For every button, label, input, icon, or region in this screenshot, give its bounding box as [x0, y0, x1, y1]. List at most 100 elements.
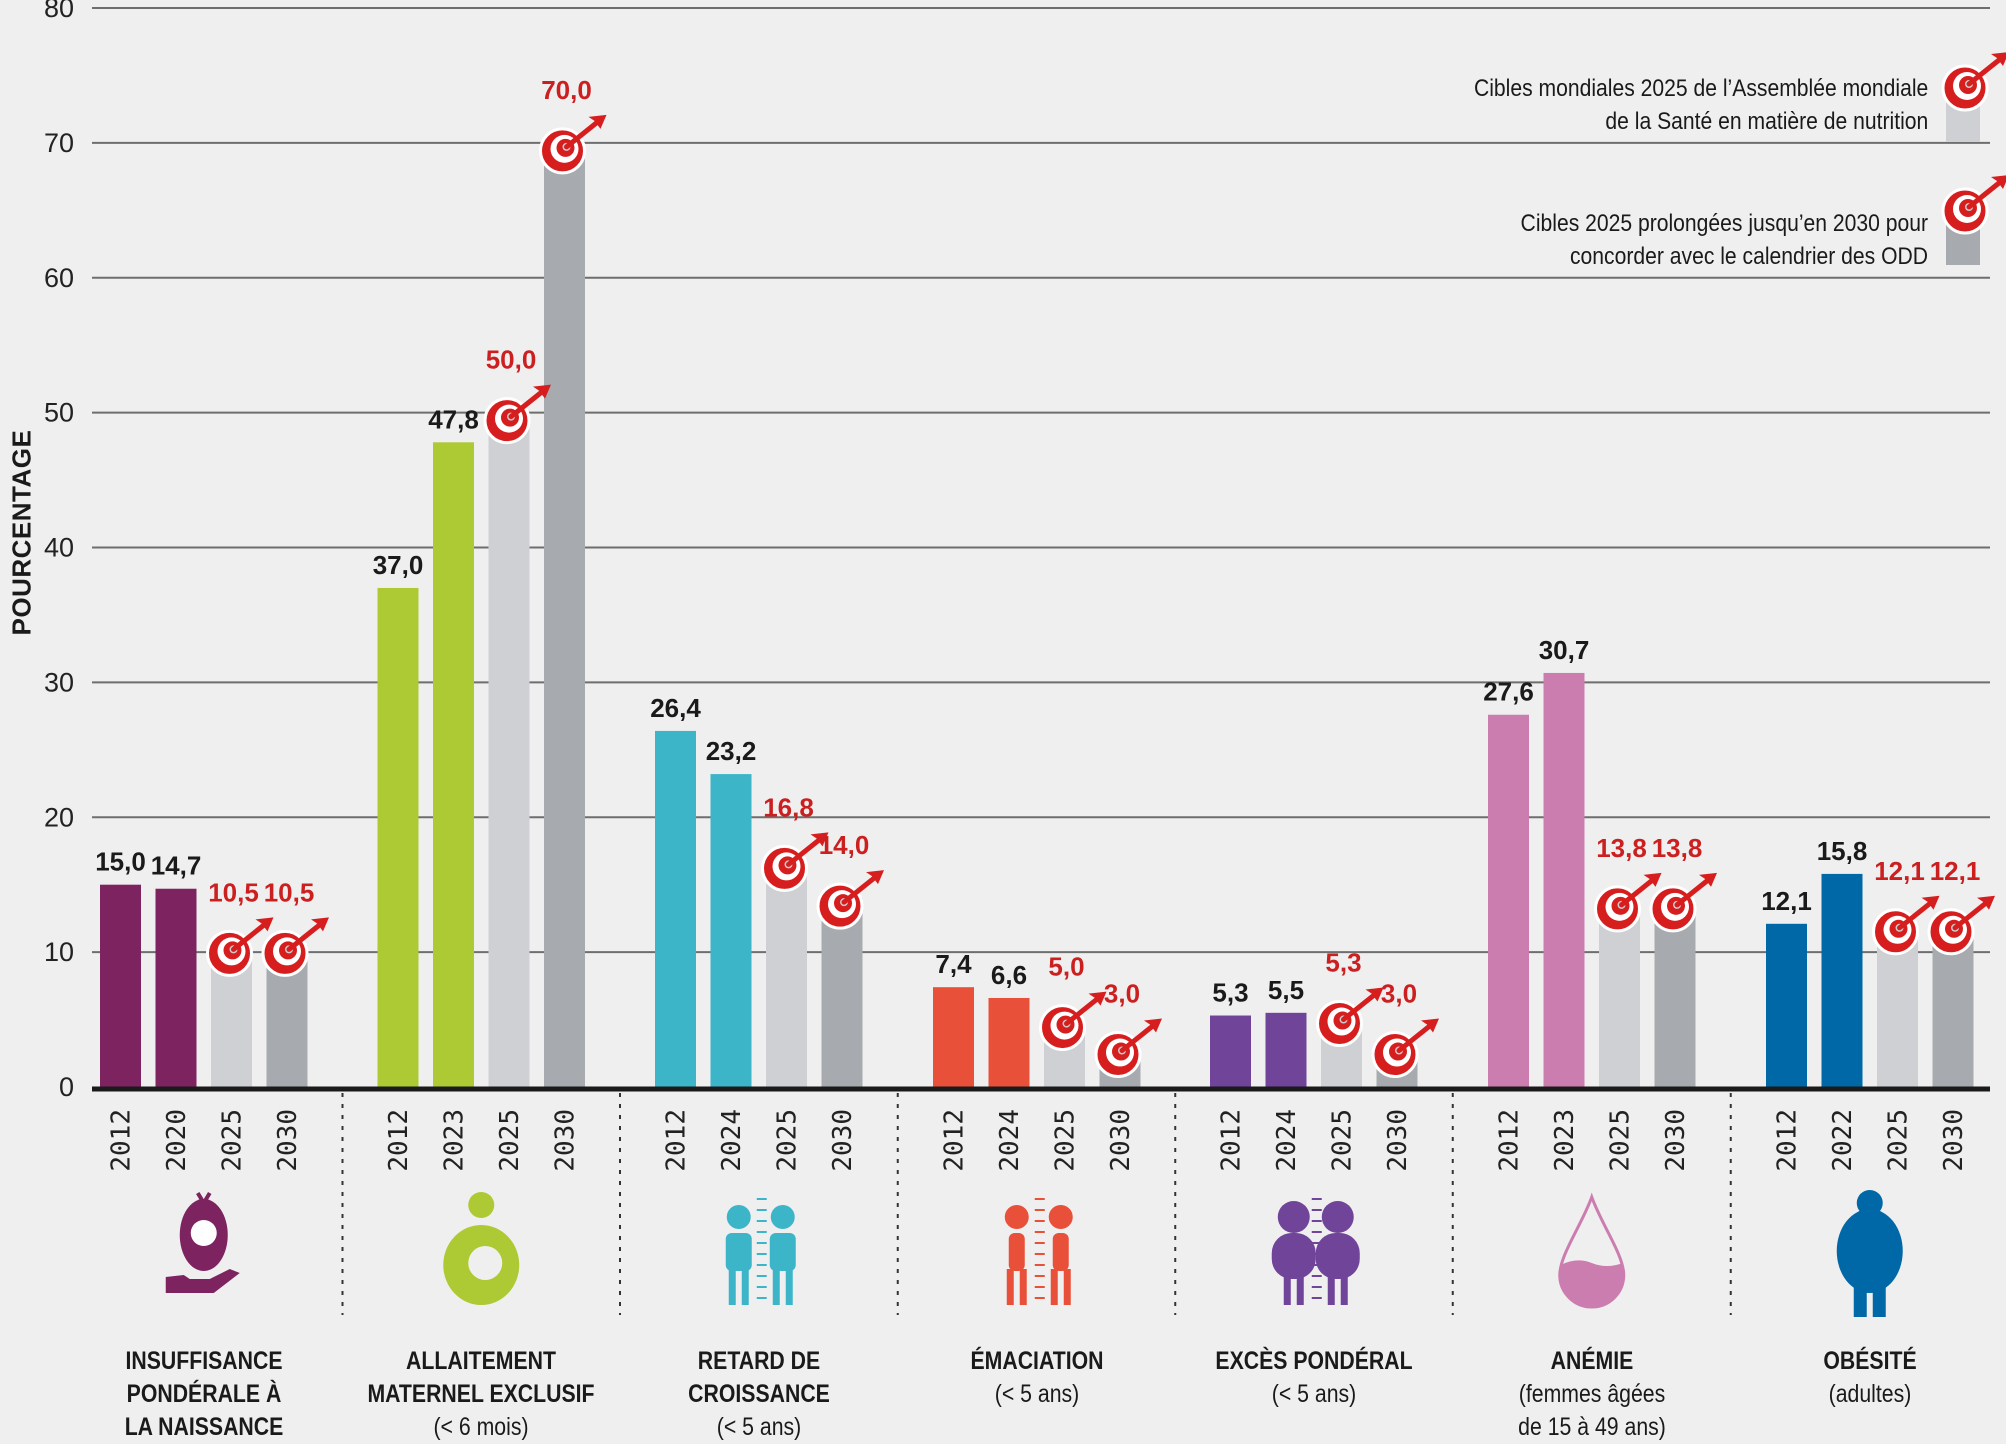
icon-shape [1019, 1269, 1027, 1305]
icon-shape [1006, 1269, 1014, 1305]
category-title: ÉMACIATION [970, 1347, 1104, 1375]
dart-fletching [533, 384, 551, 399]
bar-target_2030 [821, 898, 863, 1087]
target-value-label: 5,3 [1325, 948, 1361, 978]
category-title: OBÉSITÉ [1823, 1347, 1917, 1375]
target-value-label: 12,1 [1874, 856, 1925, 886]
target-value-label: 14,0 [819, 830, 870, 860]
category-title: CROISSANCE [687, 1380, 830, 1408]
year-label: 2030 [1106, 1109, 1136, 1172]
dart-fletching [311, 917, 329, 932]
icon-shape [1063, 1269, 1071, 1305]
dart-fletching [1699, 872, 1717, 887]
y-tick-label: 50 [44, 398, 74, 428]
legend-text-line: de la Santé en matière de nutrition [1605, 108, 1928, 135]
year-label: 2012 [107, 1109, 137, 1172]
target-value-label: 10,5 [208, 877, 259, 907]
dart-shaft [1966, 57, 2002, 87]
year-label: 2030 [828, 1109, 858, 1172]
gridlines [92, 7, 1990, 954]
icon-shape [1004, 1205, 1029, 1229]
legend-text-line: Cibles mondiales 2025 de l’Assemblée mon… [1473, 75, 1928, 102]
target-dart-icon [816, 870, 884, 930]
value-label: 15,0 [95, 847, 146, 877]
dart-fletching [1991, 52, 2006, 66]
category-label: ÉMACIATION (< 5 ans) [922, 1345, 1152, 1411]
icon-shape [1340, 1269, 1348, 1305]
dart-fletching [810, 832, 829, 847]
year-label: 2012 [384, 1109, 414, 1172]
icon-shape [726, 1205, 751, 1229]
y-axis-ticks: 0 10 20 30 40 50 60 70 80 [44, 0, 74, 1102]
legend-item-target-2030: Cibles 2025 prolongées jusqu’en 2030 pou… [1521, 207, 1928, 273]
category-subtitle: (< 5 ans) [1271, 1380, 1356, 1408]
icon-shape [1853, 1283, 1867, 1317]
target-value-label: 3,0 [1104, 979, 1140, 1009]
value-label: 12,1 [1761, 886, 1812, 916]
bar-actual [655, 730, 696, 1087]
target-dart-icon [1872, 895, 1940, 956]
target-dart-icon [761, 832, 829, 892]
y-axis-label: POURCENTAGE [6, 429, 37, 636]
year-label: 2022 [1828, 1109, 1858, 1172]
icon-shape [1856, 1190, 1883, 1216]
target-value-label: 13,8 [1652, 833, 1703, 863]
bar-target_2025 [766, 860, 807, 1087]
year-label: 2012 [662, 1109, 692, 1172]
category-title: INSUFFISANCE [125, 1347, 283, 1375]
year-label: 2025 [1328, 1109, 1358, 1172]
category-label: ALLAITEMENT MATERNEL EXCLUSIF (< 6 mois) [367, 1345, 597, 1444]
dart-shaft [1674, 878, 1710, 908]
year-label: 2024 [1272, 1109, 1302, 1172]
bar-actual [155, 888, 197, 1087]
dart-shaft [1897, 901, 1932, 931]
y-tick-label: 70 [44, 128, 74, 158]
target-value-label: 50,0 [486, 345, 537, 375]
category-subtitle: (< 6 mois) [433, 1413, 529, 1441]
dart-shaft [564, 120, 599, 150]
icon-shape [468, 1192, 495, 1218]
dart-shaft [1119, 1024, 1155, 1054]
year-label: 2025 [218, 1109, 248, 1172]
icon-shape [1296, 1269, 1304, 1305]
y-tick-label: 0 [59, 1072, 74, 1102]
category-subtitle: (< 5 ans) [994, 1380, 1079, 1408]
dart-shaft [1341, 993, 1376, 1023]
year-label: 2030 [1383, 1109, 1413, 1172]
year-label: 2025 [773, 1109, 803, 1172]
dart-shaft [1966, 180, 2002, 210]
value-label: 27,6 [1483, 677, 1534, 707]
dart-fletching [1421, 1018, 1439, 1033]
category-title: ALLAITEMENT [406, 1347, 557, 1375]
year-label: 2023 [1550, 1109, 1580, 1172]
icon-shape [772, 1269, 780, 1305]
target-value-label: 12,1 [1930, 856, 1981, 886]
bar-actual [988, 997, 1030, 1087]
icon-shape [1283, 1269, 1291, 1305]
icon-shape [1872, 1283, 1886, 1317]
category-title: MATERNEL EXCLUSIF [367, 1380, 595, 1408]
value-label: 7,4 [935, 949, 972, 979]
category-subtitle: de 15 à 49 ans) [1517, 1413, 1666, 1441]
year-label: 2024 [995, 1109, 1025, 1172]
value-label: 47,8 [428, 404, 479, 434]
category-title: LA NAISSANCE [124, 1413, 284, 1441]
dart-shaft [786, 837, 821, 867]
y-tick-label: 80 [44, 0, 74, 23]
bar-actual [1821, 873, 1863, 1087]
dart-shaft [1064, 997, 1099, 1027]
dart-shaft [1619, 878, 1654, 908]
bar-actual [1488, 714, 1529, 1087]
year-label: 2012 [1773, 1109, 1803, 1172]
target-dart-icon [1371, 1018, 1439, 1079]
year-label: 2025 [495, 1109, 525, 1172]
stunted-children-icon [725, 1198, 796, 1305]
target-dart-icon [539, 114, 607, 175]
dart-fletching [1643, 872, 1662, 887]
icon-shape [165, 1269, 240, 1293]
category-label: INSUFFISANCE PONDÉRALE À LA NAISSANCE [89, 1345, 319, 1444]
y-tick-label: 10 [44, 937, 74, 967]
category-title: PONDÉRALE À [126, 1380, 282, 1408]
overweight-children-icon [1271, 1198, 1360, 1305]
year-label: 2025 [1051, 1109, 1081, 1172]
